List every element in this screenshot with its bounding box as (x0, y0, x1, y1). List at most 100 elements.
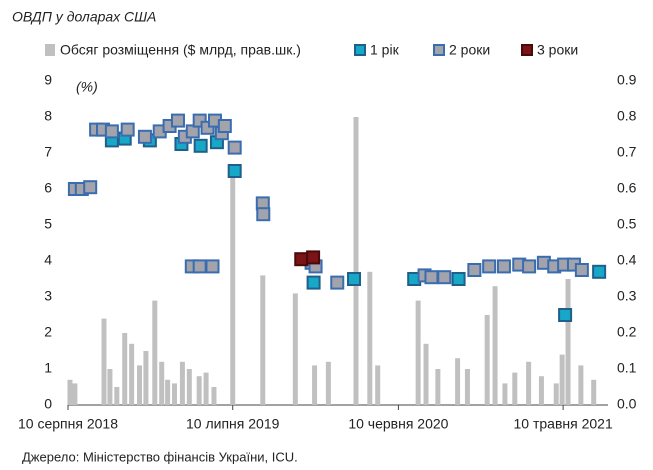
y2-tick-label: 0.0 (617, 396, 637, 412)
bar (122, 333, 128, 405)
point (451, 272, 466, 286)
legend-swatch (45, 44, 55, 56)
x-tick-label: 10 серпня 2018 (18, 416, 118, 432)
y-tick-label: 4 (44, 252, 52, 268)
point (83, 180, 98, 195)
bar (423, 343, 429, 405)
bar (492, 286, 498, 405)
point (170, 113, 185, 128)
point (192, 259, 207, 274)
legend-label: Обсяг розміщення ($ млрд, прав.шк.) (60, 42, 301, 58)
legend-label: 3 роки (537, 42, 578, 58)
bar (559, 354, 565, 405)
bar (179, 361, 185, 405)
bar (415, 300, 421, 405)
chart-title: ОВДП у доларах США (12, 9, 156, 25)
bar (455, 358, 461, 405)
y-tick-label: 1 (44, 360, 52, 376)
x-tick-label: 10 липня 2019 (186, 416, 280, 432)
y-tick-label: 0 (44, 396, 52, 412)
bar (143, 351, 149, 405)
bar (512, 372, 518, 405)
y2-tick-label: 0.2 (617, 324, 637, 340)
point (120, 122, 135, 137)
point (306, 250, 321, 265)
bar (484, 315, 490, 405)
bar (172, 383, 178, 405)
bar (196, 376, 202, 405)
bar (152, 300, 158, 405)
y2-tick-label: 0.6 (617, 180, 637, 196)
point (574, 263, 589, 277)
bar (186, 369, 192, 405)
point (227, 164, 242, 178)
point (205, 259, 220, 274)
bar (260, 275, 266, 405)
point (227, 140, 242, 155)
bar (538, 376, 544, 405)
y2-tick-label: 0.1 (617, 360, 637, 376)
x-tick-label: 10 травня 2021 (514, 416, 613, 432)
y-tick-label: 7 (44, 144, 52, 160)
bar (435, 369, 441, 405)
bar (375, 365, 381, 405)
y-tick-label: 9 (44, 72, 52, 88)
bar (312, 365, 318, 405)
source: Джерело: Міністерство фінансів України, … (22, 449, 298, 464)
point (467, 263, 482, 277)
y-axis-label: (%) (76, 79, 98, 95)
legend-swatch (354, 44, 366, 56)
bar (101, 318, 107, 405)
bar (325, 361, 331, 405)
legend-label: 1 рік (370, 42, 400, 58)
bar (591, 379, 597, 405)
point (330, 275, 345, 290)
y-tick-label: 2 (44, 324, 52, 340)
point (306, 275, 321, 290)
y2-tick-label: 0.5 (617, 216, 637, 232)
bar (353, 117, 359, 405)
point (256, 207, 271, 222)
bar (159, 361, 165, 405)
point (104, 124, 119, 139)
point (193, 138, 208, 153)
bar (129, 343, 135, 405)
point (347, 272, 362, 286)
y2-tick-label: 0.8 (617, 108, 637, 124)
point (217, 119, 232, 133)
bar (565, 279, 571, 405)
bar (578, 365, 584, 405)
bar (67, 379, 73, 405)
bar (107, 369, 113, 405)
bar (464, 369, 470, 405)
legend-swatch (521, 44, 533, 56)
point (522, 259, 537, 274)
bar (137, 365, 143, 405)
point (592, 264, 607, 279)
bar (553, 383, 559, 405)
bar (72, 383, 78, 405)
bar (230, 167, 236, 405)
y2-tick-label: 0.9 (617, 72, 637, 88)
y-tick-label: 3 (44, 288, 52, 304)
bar (502, 383, 508, 405)
y2-tick-label: 0.4 (617, 252, 637, 268)
y2-tick-label: 0.7 (617, 144, 637, 160)
bar (114, 387, 120, 405)
y-tick-label: 8 (44, 108, 52, 124)
point (558, 308, 573, 322)
point (424, 270, 439, 285)
point (294, 252, 309, 267)
x-tick-label: 10 червня 2020 (348, 416, 448, 432)
y-tick-label: 6 (44, 180, 52, 196)
y2-tick-label: 0.3 (617, 288, 637, 304)
bar (211, 387, 217, 405)
bar (292, 293, 298, 405)
point (482, 259, 497, 274)
y-tick-label: 5 (44, 216, 52, 232)
bar (526, 361, 532, 405)
point (496, 259, 511, 274)
bar (203, 372, 209, 405)
point (437, 270, 452, 285)
